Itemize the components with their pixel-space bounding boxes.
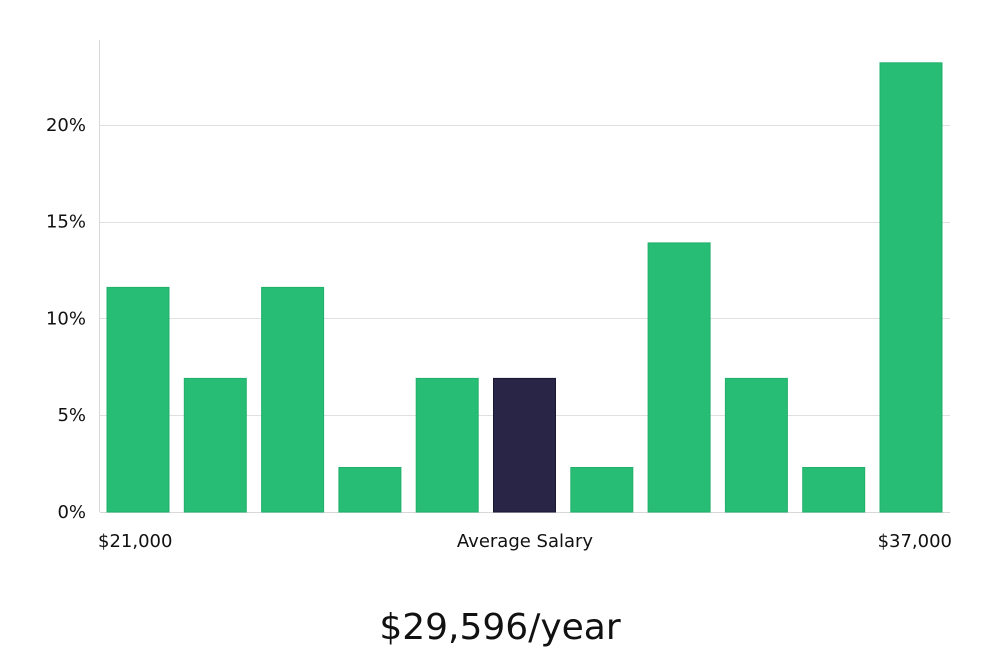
bar (183, 377, 247, 513)
bar (724, 377, 788, 513)
y-tick-labels: 0% 5% 10% 15% 20% (46, 115, 86, 523)
bars (106, 62, 943, 513)
bar (647, 242, 711, 513)
x-max-label: $37,000 (878, 531, 952, 552)
salary-histogram: 0% 5% 10% 15% 20% $21,000 Average Salary $37… (46, 40, 952, 552)
y-tick-label: 10% (46, 308, 86, 329)
x-min-label: $21,000 (98, 531, 172, 552)
bar-highlighted (493, 377, 556, 513)
bar (802, 467, 866, 513)
average-salary-value: $29,596/year (379, 607, 621, 648)
bar (261, 286, 325, 513)
bar (879, 62, 943, 513)
bar (415, 377, 479, 513)
y-tick-label: 15% (46, 212, 86, 233)
bar (570, 467, 634, 513)
bar (338, 467, 402, 513)
y-tick-label: 20% (46, 115, 86, 136)
bar (106, 286, 170, 513)
x-center-label: Average Salary (457, 531, 594, 552)
y-tick-label: 0% (57, 502, 86, 523)
y-tick-label: 5% (57, 405, 86, 426)
